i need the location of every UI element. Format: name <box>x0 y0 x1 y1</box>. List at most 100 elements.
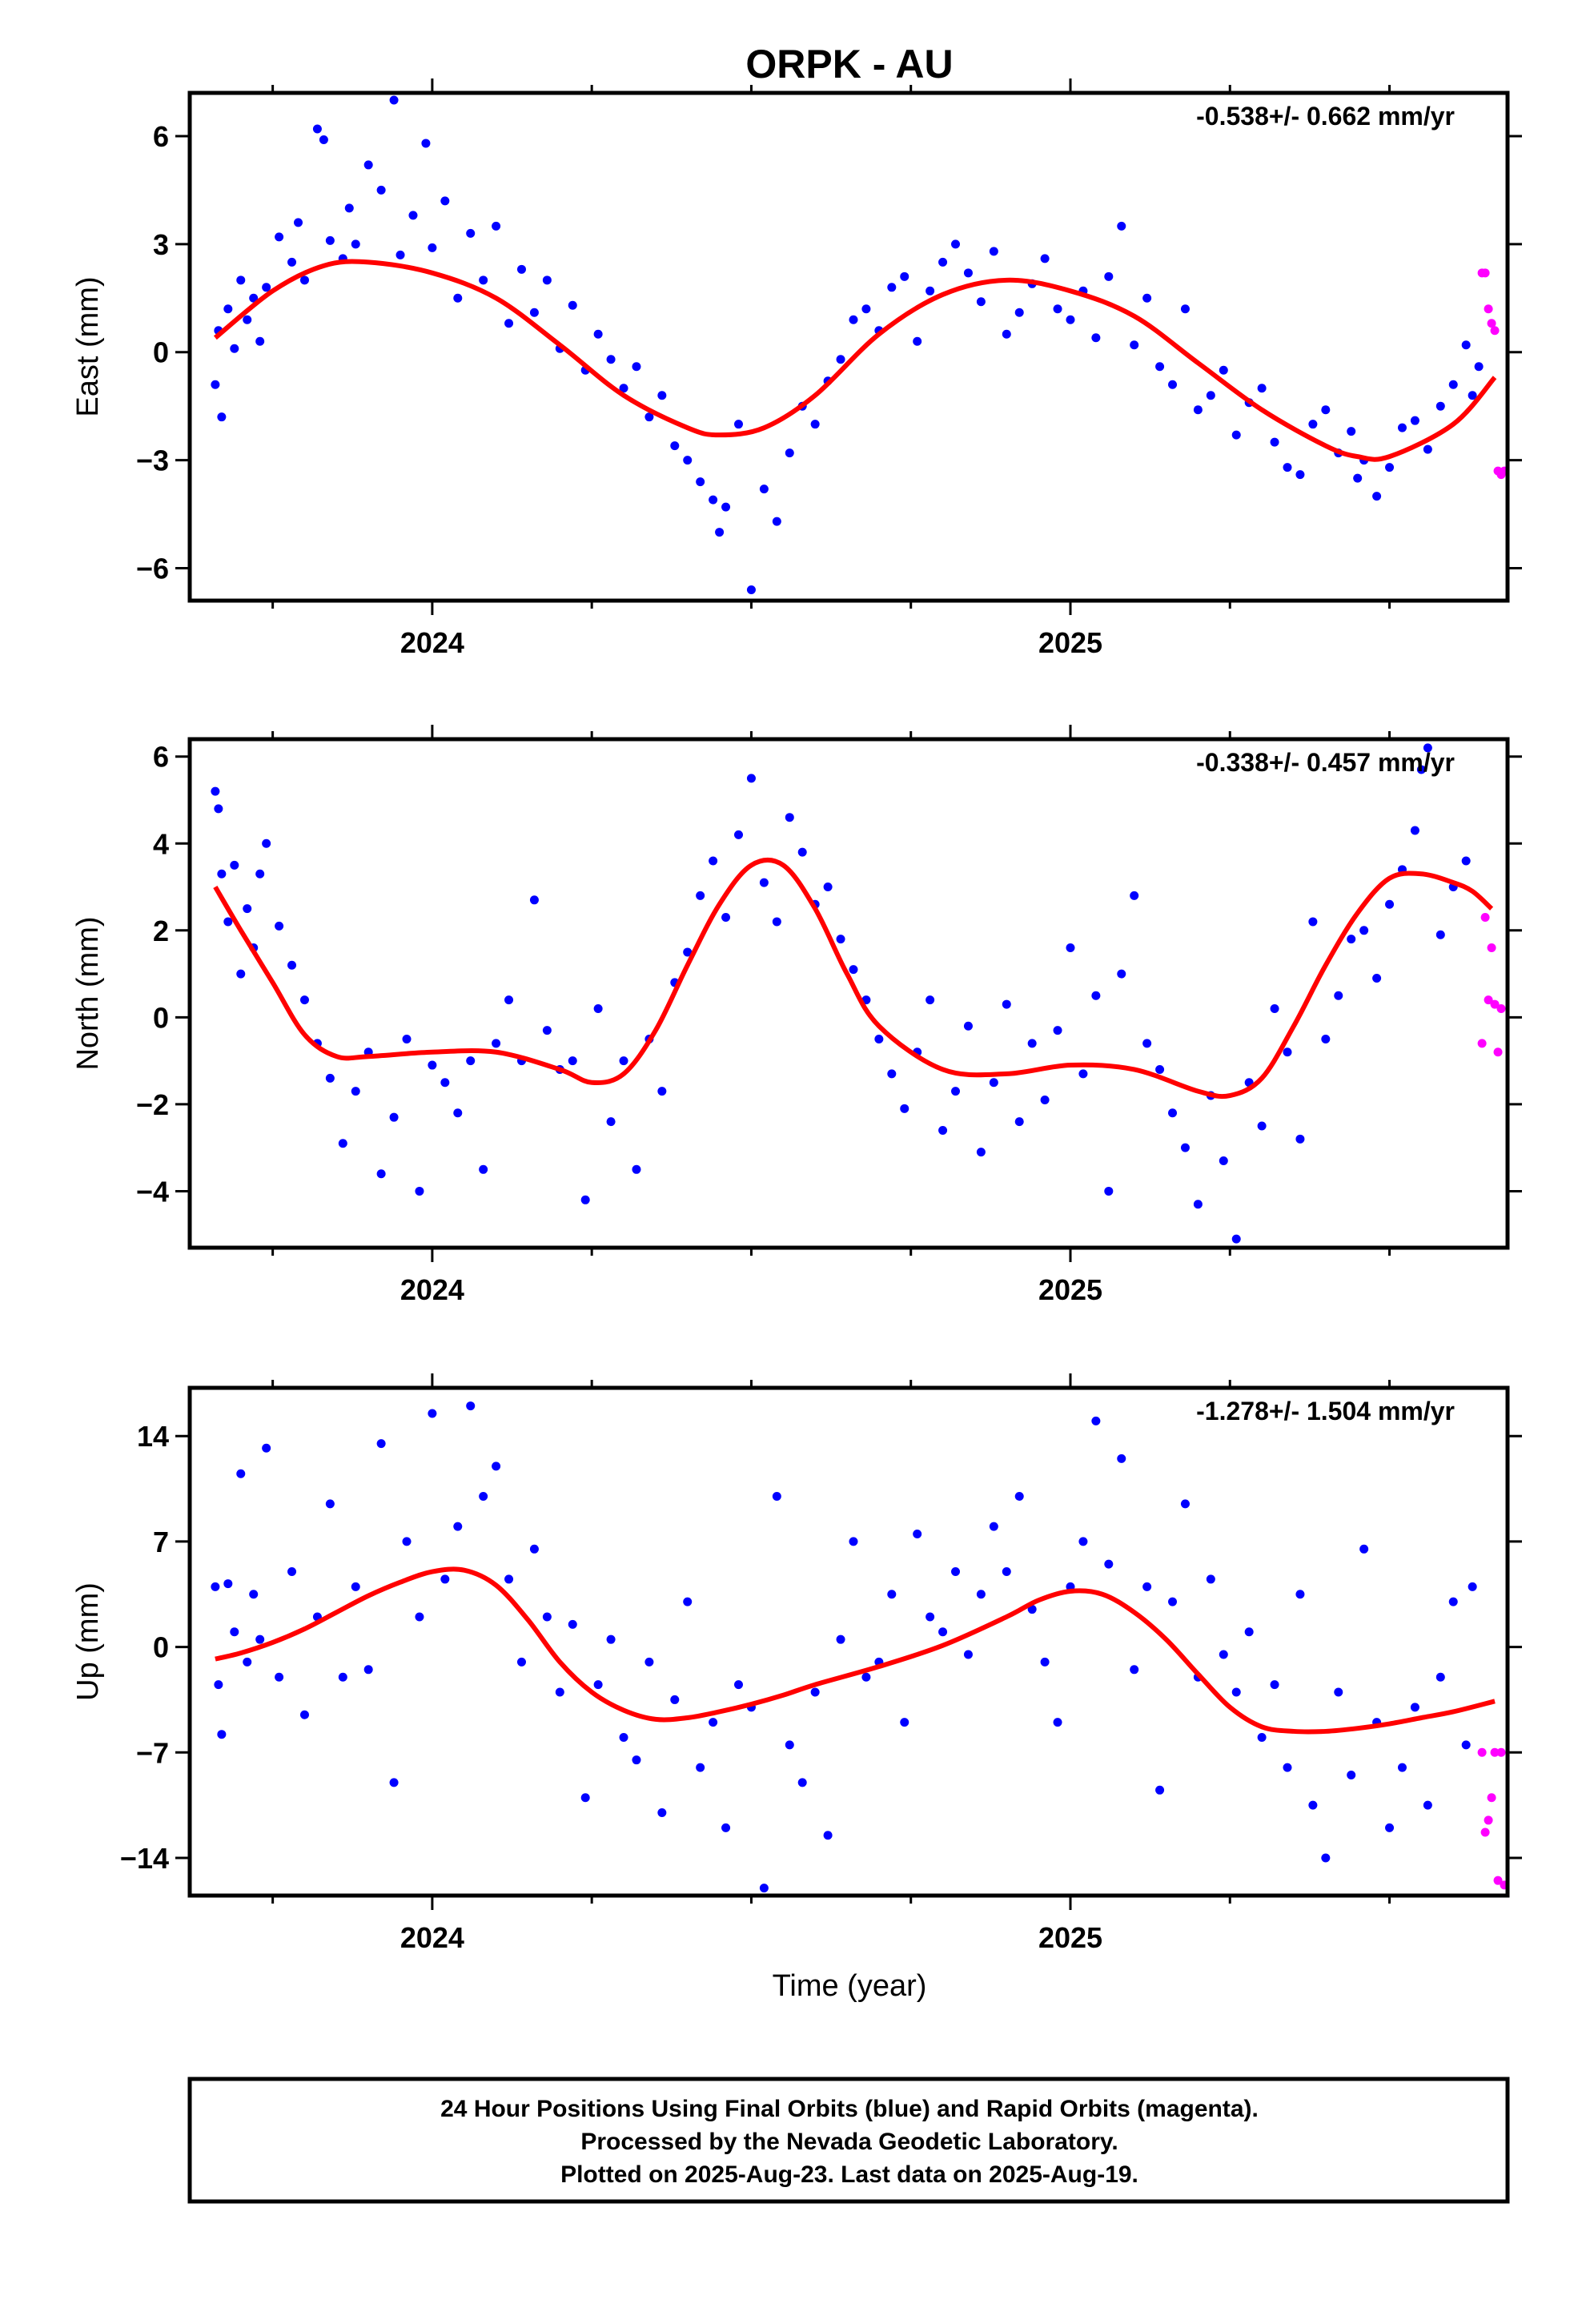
up-rapid-orbit-point <box>1484 1815 1493 1825</box>
north-final-orbit-point <box>299 995 309 1005</box>
north-final-orbit-point <box>1347 935 1356 944</box>
up-final-orbit-point <box>516 1657 526 1667</box>
east-final-orbit-point <box>1435 401 1445 411</box>
east-final-orbit-point <box>1353 473 1363 483</box>
north-final-orbit-point <box>1130 891 1139 900</box>
up-final-orbit-point <box>810 1687 820 1697</box>
east-final-orbit-point <box>217 412 227 422</box>
up-rapid-orbit-point <box>1477 1747 1487 1757</box>
east-final-orbit-point <box>644 412 654 422</box>
east-final-orbit-point <box>396 250 405 259</box>
north-final-orbit-point <box>440 1078 450 1088</box>
north-y-tick-label: −2 <box>136 1088 169 1121</box>
up-final-orbit-point <box>1117 1454 1126 1463</box>
north-final-orbit-point <box>1321 1034 1331 1043</box>
north-final-orbit-point <box>1053 1026 1062 1035</box>
up-final-orbit-point <box>951 1567 961 1577</box>
up-final-orbit-point <box>262 1443 271 1453</box>
up-final-orbit-point <box>440 1574 450 1584</box>
up-final-orbit-point <box>1104 1559 1114 1569</box>
north-y-axis-label: North (mm) <box>71 916 105 1070</box>
north-final-orbit-point <box>926 995 935 1005</box>
east-final-orbit-point <box>421 139 431 148</box>
east-final-orbit-point <box>1564 153 1572 162</box>
east-final-orbit-point <box>275 232 284 242</box>
up-final-orbit-point <box>797 1778 807 1787</box>
north-final-orbit-point <box>1283 1047 1292 1057</box>
up-final-orbit-point <box>989 1522 998 1531</box>
north-final-orbit-point <box>759 878 769 887</box>
up-y-tick-label: −7 <box>136 1736 169 1769</box>
north-final-orbit-point <box>287 960 297 970</box>
north-final-orbit-point <box>1014 1117 1024 1127</box>
up-final-orbit-point <box>1244 1627 1254 1637</box>
up-final-orbit-point <box>670 1695 680 1704</box>
east-final-orbit-point <box>1066 315 1075 324</box>
north-final-orbit-point <box>823 883 833 892</box>
east-final-orbit-point <box>408 211 418 220</box>
north-final-orbit-point <box>236 969 246 979</box>
east-final-orbit-point <box>504 319 514 328</box>
north-final-orbit-point <box>1066 943 1075 953</box>
north-final-orbit-point <box>1435 930 1445 939</box>
up-panel: 2024 2025 14 7 0 −7 −14 Up (mm) -1.278+/- 1.504 … <box>71 1373 1522 1954</box>
north-final-orbit-point <box>976 1148 986 1157</box>
north-final-orbit-point <box>1104 1186 1114 1196</box>
east-final-orbit-point <box>1372 492 1382 501</box>
east-final-orbit-point <box>938 257 948 267</box>
east-final-orbit-point <box>721 502 731 512</box>
east-final-orbit-point <box>1385 463 1395 472</box>
up-final-orbit-point <box>1168 1597 1178 1606</box>
north-y-tick-label: 0 <box>153 1001 169 1034</box>
north-final-orbit-point <box>1385 899 1395 909</box>
north-final-orbit-point <box>1193 1200 1203 1209</box>
east-final-orbit-point <box>1283 463 1292 472</box>
east-final-orbit-point <box>1193 405 1203 415</box>
up-final-orbit-point <box>1206 1574 1215 1584</box>
north-final-orbit-point <box>632 1164 641 1174</box>
north-panel: 2024 2025 6 4 2 0 −2 −4 North (mm) -0.338+/- 0.45… <box>71 725 1522 1306</box>
footer-box <box>187 2077 1510 2204</box>
north-final-orbit-point <box>657 1087 667 1096</box>
north-final-orbit-point <box>243 904 252 914</box>
north-final-orbit-point <box>1231 1234 1241 1244</box>
up-final-orbit-point <box>363 1665 373 1675</box>
east-rapid-orbit-point <box>1480 268 1490 278</box>
east-rapid-orbit-point <box>1487 319 1496 328</box>
north-final-orbit-point <box>1308 917 1318 927</box>
up-y-tick-label: −14 <box>120 1842 169 1875</box>
east-final-orbit-point <box>568 300 577 310</box>
up-rapid-orbit-point <box>1490 1747 1500 1757</box>
east-final-orbit-point <box>715 528 725 537</box>
up-final-orbit-point <box>1385 1823 1395 1832</box>
north-final-orbit-point <box>963 1021 973 1031</box>
up-final-orbit-point <box>351 1582 360 1591</box>
east-final-orbit-point <box>287 257 297 267</box>
north-x-tick-label: 2025 <box>1038 1273 1102 1306</box>
east-final-orbit-point <box>976 297 986 307</box>
north-final-orbit-point <box>1334 991 1343 1000</box>
up-final-orbit-point <box>1321 1853 1331 1863</box>
up-final-orbit-point <box>593 1680 603 1690</box>
up-final-orbit-point <box>428 1409 437 1418</box>
north-rapid-orbit-point <box>1484 995 1493 1005</box>
up-rapid-orbit-point <box>1496 1747 1506 1757</box>
east-final-orbit-point <box>1461 340 1471 350</box>
up-fit-curve <box>215 1566 1496 1735</box>
up-final-orbit-point <box>644 1657 654 1667</box>
up-final-orbit-point <box>632 1755 641 1765</box>
east-plot-frame <box>187 90 1510 603</box>
north-final-orbit-point <box>989 1078 998 1088</box>
north-final-orbit-point <box>1295 1134 1305 1144</box>
north-final-orbit-point <box>1027 1039 1037 1048</box>
up-x-tick-label: 2025 <box>1038 1921 1102 1954</box>
north-final-orbit-point <box>492 1039 501 1048</box>
east-final-orbit-point <box>632 362 641 372</box>
east-y-tick-label: 6 <box>153 120 169 153</box>
east-final-orbit-point <box>428 243 437 252</box>
east-final-orbit-point <box>479 275 488 285</box>
north-final-orbit-point <box>255 869 265 879</box>
chart-title: ORPK - AU <box>745 42 953 86</box>
north-final-orbit-point <box>504 995 514 1005</box>
